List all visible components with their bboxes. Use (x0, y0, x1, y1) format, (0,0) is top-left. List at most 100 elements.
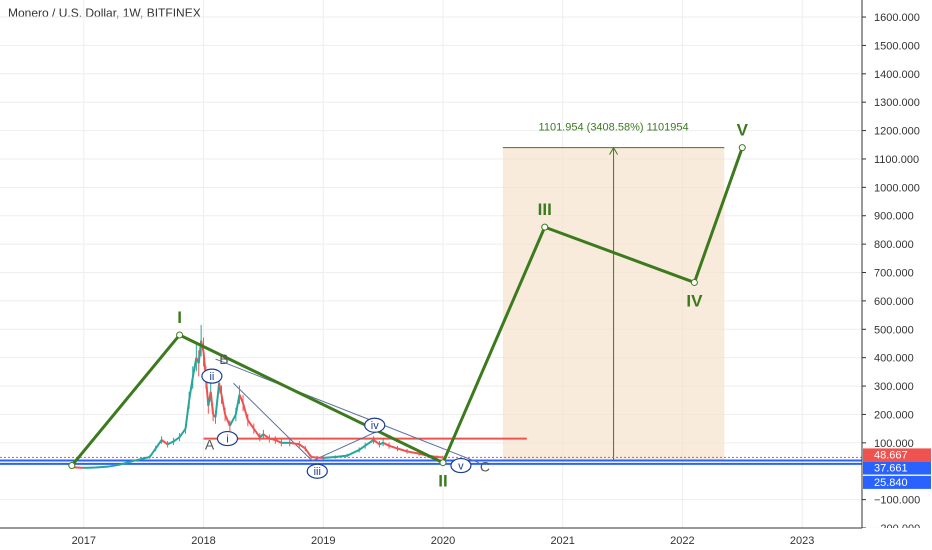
x-tick-label: 2018 (191, 535, 215, 547)
price-segment (154, 439, 163, 450)
x-axis-panel (0, 528, 932, 550)
price-label: 25.840 (874, 477, 908, 489)
y-tick-label: 500.000 (874, 324, 914, 336)
price-label: 37.661 (874, 463, 908, 475)
y-tick-label: 1200.000 (874, 126, 920, 138)
price-segment (242, 402, 249, 421)
price-segment (178, 428, 187, 438)
price-segment (148, 447, 157, 458)
price-segment (372, 439, 381, 446)
price-segment (119, 460, 132, 466)
price-segment (188, 377, 194, 401)
price-segment (269, 437, 276, 441)
projection-label: 1101.954 (3408.58%) 1101954 (539, 122, 689, 134)
price-segment (214, 383, 221, 418)
price-segment (406, 450, 420, 455)
subwave-label: i (226, 434, 228, 446)
price-segment (252, 428, 261, 438)
price-segment (364, 439, 375, 447)
price-label-bg (863, 461, 931, 475)
y-tick-label: 1500.000 (874, 40, 920, 52)
price-segment (379, 441, 384, 446)
wave-point-marker (541, 223, 549, 231)
price-segment (382, 441, 390, 447)
price-segment (228, 413, 237, 427)
elliott-wave-path (70, 147, 744, 467)
price-segment (358, 444, 366, 451)
wave-label: IV (686, 291, 703, 310)
y-tick-label: 1300.000 (874, 97, 920, 109)
price-segment (335, 454, 348, 459)
price-segment (238, 394, 244, 404)
subwave-circle (201, 368, 223, 384)
y-tick-label: 800.000 (874, 239, 914, 251)
x-tick-label: 2023 (790, 535, 814, 547)
subwave-circle (450, 457, 472, 474)
subwave-circle (306, 463, 328, 479)
subwave-label: B (219, 351, 228, 367)
y-tick-label: 900.000 (874, 211, 914, 223)
subwave-label: C (480, 458, 490, 474)
y-tick-label: −100.000 (874, 495, 920, 507)
price-label-bg (863, 448, 931, 462)
price-segment (131, 457, 144, 463)
subwave-label: iii (314, 466, 321, 478)
y-tick-label: 1400.000 (874, 69, 920, 81)
x-tick-label: 2020 (431, 535, 455, 547)
y-tick-label: 600.000 (874, 296, 914, 308)
price-segment (220, 394, 227, 415)
price-label-bg (863, 475, 931, 489)
price-segment (311, 456, 318, 459)
price-segment (247, 419, 255, 430)
price-segment (143, 456, 150, 460)
y-tick-label: 1100.000 (874, 154, 919, 166)
subwave-label: A (205, 436, 215, 452)
wave-label: III (538, 200, 552, 219)
price-segment (304, 447, 313, 458)
price-segment (259, 433, 265, 438)
y-tick-label: 200.000 (874, 409, 914, 421)
subwave-label: iv (371, 420, 379, 432)
price-segment (323, 456, 336, 459)
y-tick-label: 100.000 (874, 438, 914, 450)
wave-label: I (177, 308, 182, 327)
x-tick-label: 2022 (670, 535, 694, 547)
x-tick-label: 2017 (72, 535, 96, 547)
price-segment (184, 400, 191, 429)
price-segment (298, 443, 306, 450)
x-tick-label: 2019 (311, 535, 335, 547)
price-segment (346, 449, 360, 457)
price-segment (107, 463, 120, 468)
subwave-circle (216, 430, 239, 447)
wave-label: II (438, 472, 447, 491)
price-segment (388, 444, 398, 450)
price-segment (191, 357, 198, 378)
wave-point-marker (690, 278, 698, 286)
price-segment (274, 439, 282, 444)
price-segment (397, 447, 408, 453)
price-segment (173, 436, 181, 443)
price-segment (289, 441, 300, 446)
chart-title: Monero / U.S. Dollar, 1W, BITFINEX (8, 6, 201, 20)
projection-arrowhead (609, 146, 619, 155)
trendline (215, 358, 480, 464)
subwave-circle (364, 417, 386, 433)
trendline (311, 428, 384, 462)
price-label: 48.667 (874, 449, 908, 461)
price-segment (234, 394, 241, 415)
price-segment (262, 433, 270, 440)
wave-label: V (737, 121, 749, 140)
subwave-label: ii (209, 371, 214, 383)
price-segment (167, 440, 175, 446)
price-segment (224, 414, 231, 427)
y-tick-label: 1600.000 (874, 12, 920, 24)
trendline (233, 382, 312, 461)
price-segment (95, 465, 108, 469)
subwave-label: v (458, 461, 464, 473)
wave-point-marker (738, 144, 746, 152)
y-tick-label: 1000.000 (874, 182, 920, 194)
wave-point-marker (439, 459, 447, 467)
wave-point-marker (68, 462, 76, 470)
wave-point-marker (176, 331, 184, 339)
